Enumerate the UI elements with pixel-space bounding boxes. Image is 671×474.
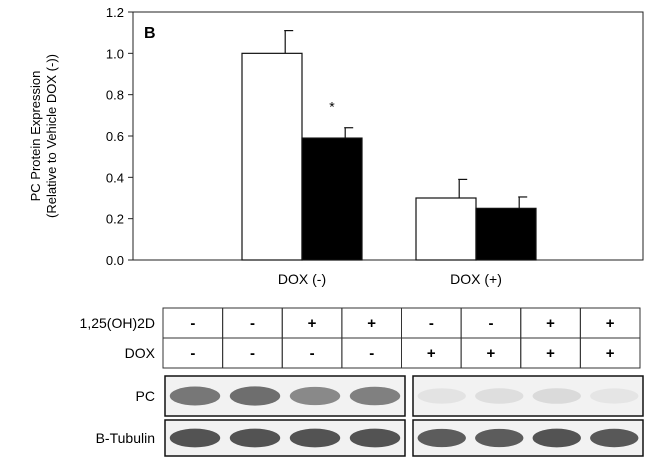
treatment-sign: +	[308, 315, 317, 332]
bar	[415, 197, 477, 261]
blot-band	[532, 428, 581, 448]
treatment-sign: -	[190, 315, 195, 332]
bar-chart: B 0.0 0.2 0.4 0.6 0.8 1.0 1.2 DOX (-) DOX (+) P…	[28, 5, 644, 287]
blot-band	[349, 386, 401, 406]
y-tick-label: 0.8	[106, 88, 124, 103]
bar	[301, 137, 363, 261]
blot-band	[475, 428, 524, 448]
blot-band	[417, 388, 466, 404]
blot-band	[229, 386, 281, 406]
blot-label: PC	[136, 388, 155, 404]
western-blots: PC B-Tubulin	[96, 375, 644, 457]
blot-band	[289, 386, 341, 406]
y-tick-label: 0.2	[106, 212, 124, 227]
blot-band	[590, 388, 639, 404]
x-axis-categories: DOX (-) DOX (+)	[278, 271, 502, 287]
treatment-sign: -	[190, 345, 195, 362]
treatment-sign: +	[546, 345, 555, 362]
blot-band	[349, 428, 401, 448]
bars	[241, 52, 537, 261]
blot-band	[169, 386, 221, 406]
treatment-sign: +	[367, 315, 376, 332]
significance-marker: *	[329, 99, 335, 115]
y-tick-label: 0.6	[106, 129, 124, 144]
blot-band	[532, 388, 581, 404]
treatment-sign: +	[546, 315, 555, 332]
y-tick-label: 1.2	[106, 5, 124, 20]
x-category-label: DOX (+)	[450, 271, 502, 287]
blot-band	[475, 388, 524, 404]
treatment-sign: -	[429, 315, 434, 332]
plot-frame	[132, 11, 644, 261]
treatment-sign: +	[606, 345, 615, 362]
treatment-row-label: 1,25(OH)2D	[80, 315, 155, 331]
bar	[475, 207, 537, 261]
treatment-sign: +	[427, 345, 436, 362]
blot-band	[590, 428, 639, 448]
blot-label: B-Tubulin	[96, 430, 155, 446]
y-axis: 0.0 0.2 0.4 0.6 0.8 1.0 1.2	[106, 5, 133, 268]
error-bars	[284, 30, 528, 209]
treatment-sign: -	[250, 345, 255, 362]
treatment-sign: -	[369, 345, 374, 362]
table-cell	[579, 337, 641, 369]
treatment-sign: +	[487, 345, 496, 362]
blot-band	[289, 428, 341, 448]
treatment-sign: -	[488, 315, 493, 332]
y-tick-label: 0.4	[106, 170, 124, 185]
blot-band	[229, 428, 281, 448]
blot-band	[169, 428, 221, 448]
y-tick-label: 1.0	[106, 46, 124, 61]
panel-label: B	[144, 25, 156, 42]
y-axis-label-line1: PC Protein Expression	[28, 71, 43, 202]
treatment-sign: -	[250, 315, 255, 332]
x-category-label: DOX (-)	[278, 271, 326, 287]
treatment-row-label: DOX	[125, 345, 156, 361]
treatment-sign: +	[606, 315, 615, 332]
blot-band	[417, 428, 466, 448]
bar	[241, 52, 303, 261]
y-tick-label: 0.0	[106, 253, 124, 268]
y-axis-label-line2: (Relative to Vehicle DOX (-))	[44, 54, 59, 218]
treatment-sign: -	[310, 345, 315, 362]
treatment-table: 1,25(OH)2D - - + + - - + + DOX - - - - + + + +	[80, 307, 641, 369]
